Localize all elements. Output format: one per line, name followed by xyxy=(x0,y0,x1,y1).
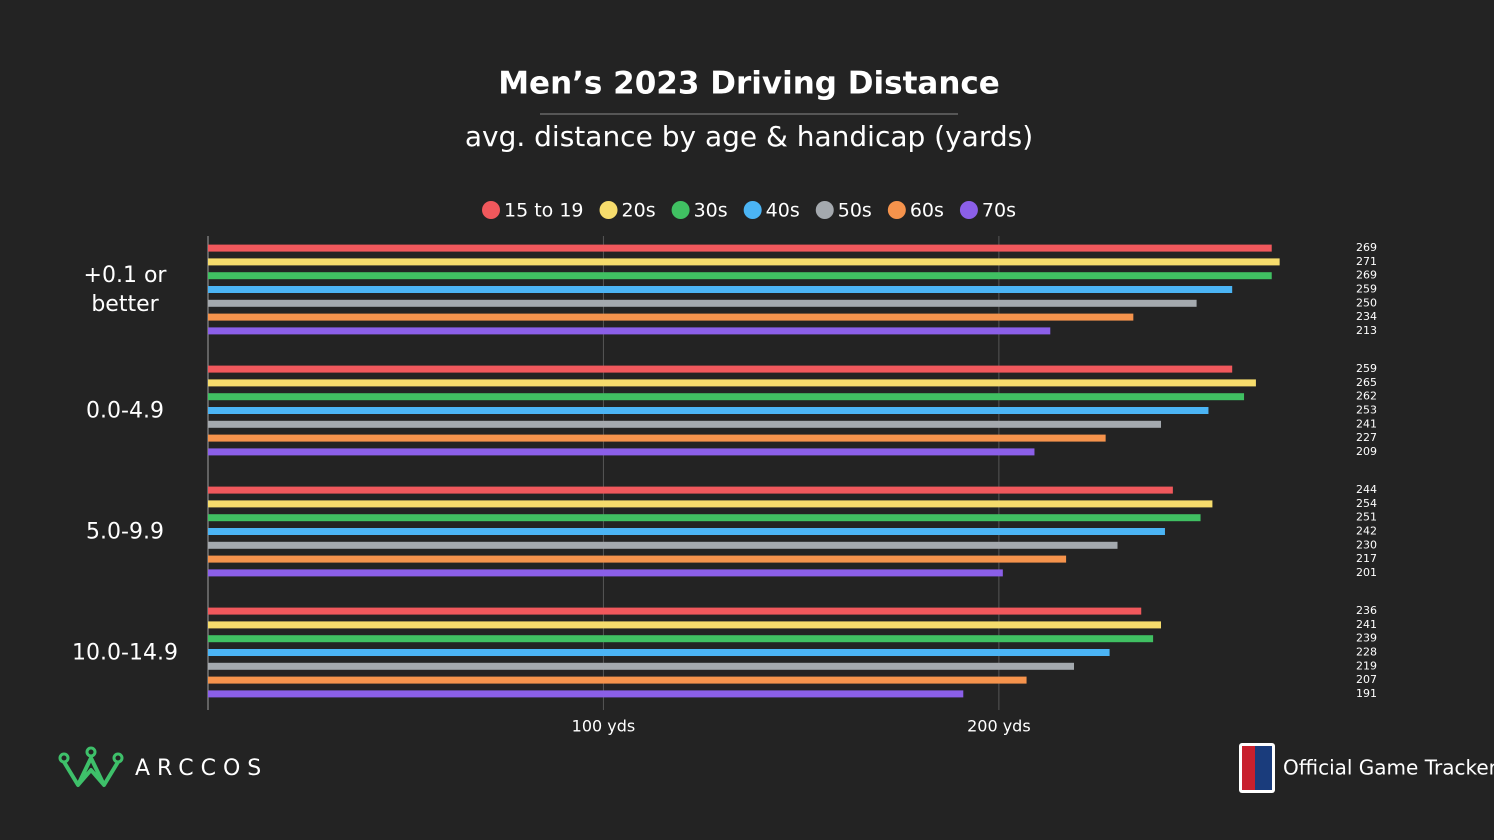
bar xyxy=(208,379,1256,387)
bar xyxy=(208,244,1272,252)
bar xyxy=(208,486,1173,494)
value-label: 241 xyxy=(1356,618,1377,631)
bar xyxy=(208,313,1134,321)
y-tick-label: 0.0-4.9 xyxy=(86,398,164,423)
value-label: 236 xyxy=(1356,604,1377,617)
bar xyxy=(208,607,1142,615)
value-label: 244 xyxy=(1356,483,1377,496)
value-label: 262 xyxy=(1356,390,1377,403)
value-label: 234 xyxy=(1356,310,1377,323)
value-label: 251 xyxy=(1356,511,1377,524)
value-label: 209 xyxy=(1356,445,1377,458)
chart-subtitle: avg. distance by age & handicap (yards) xyxy=(465,120,1033,153)
value-label: 269 xyxy=(1356,269,1377,282)
value-label: 271 xyxy=(1356,255,1377,268)
brand-left: ARCCOS xyxy=(135,756,268,781)
bar xyxy=(208,299,1197,307)
value-label: 230 xyxy=(1356,538,1377,551)
value-label: 213 xyxy=(1356,324,1377,337)
legend-label: 30s xyxy=(694,200,728,222)
bar xyxy=(208,448,1035,456)
bar xyxy=(208,407,1209,414)
bar xyxy=(208,528,1165,535)
bar xyxy=(208,365,1233,373)
value-label: 228 xyxy=(1356,646,1377,659)
bar xyxy=(208,434,1106,442)
value-label: 259 xyxy=(1356,362,1377,375)
legend-marker xyxy=(743,201,762,219)
value-label: 265 xyxy=(1356,376,1377,389)
legend-marker xyxy=(887,201,906,219)
value-label: 217 xyxy=(1356,552,1377,565)
value-label: 227 xyxy=(1356,431,1377,444)
arccos-logo xyxy=(58,746,124,787)
bar xyxy=(208,500,1213,508)
legend-label: 20s xyxy=(622,200,656,222)
bar xyxy=(208,393,1245,401)
bar xyxy=(208,258,1280,266)
bar xyxy=(208,555,1067,563)
value-label: 219 xyxy=(1356,659,1377,672)
value-label: 191 xyxy=(1356,687,1377,700)
bar xyxy=(208,635,1154,643)
legend-marker xyxy=(671,201,690,219)
bar xyxy=(208,541,1118,549)
brand-right: Official Game Tracker xyxy=(1283,756,1494,780)
value-label: 207 xyxy=(1356,673,1377,686)
y-tick-label: 10.0-14.9 xyxy=(72,640,178,665)
legend-label: 15 to 19 xyxy=(504,200,584,222)
bar xyxy=(208,662,1075,670)
x-tick-label: 200 yds xyxy=(967,717,1031,736)
value-label: 250 xyxy=(1356,296,1377,309)
legend-marker xyxy=(815,201,834,219)
bar xyxy=(208,286,1233,293)
legend-marker xyxy=(482,201,501,219)
bar xyxy=(208,621,1162,629)
bar xyxy=(208,649,1110,656)
legend-label: 60s xyxy=(910,200,944,222)
bar xyxy=(208,272,1272,280)
value-label: 253 xyxy=(1356,404,1377,417)
pga-logo xyxy=(1239,743,1275,793)
bar xyxy=(208,420,1162,428)
value-label: 254 xyxy=(1356,497,1377,510)
bar xyxy=(208,676,1027,684)
legend-label: 40s xyxy=(766,200,800,222)
value-label: 259 xyxy=(1356,283,1377,296)
bar xyxy=(208,327,1051,335)
legend-marker xyxy=(959,201,978,219)
x-tick-label: 100 yds xyxy=(572,717,636,736)
value-label: 241 xyxy=(1356,417,1377,430)
y-tick-label: +0.1 or better xyxy=(83,262,167,317)
legend-label: 50s xyxy=(838,200,872,222)
value-label: 242 xyxy=(1356,525,1377,538)
value-label: 239 xyxy=(1356,632,1377,645)
legend-marker xyxy=(599,201,618,219)
y-tick-label: 5.0-9.9 xyxy=(86,519,164,544)
chart-title: Men’s 2023 Driving Distance xyxy=(498,66,1000,102)
bar xyxy=(208,690,964,698)
bar xyxy=(208,569,1003,577)
bar xyxy=(208,514,1201,522)
value-label: 269 xyxy=(1356,241,1377,254)
legend-label: 70s xyxy=(982,200,1016,222)
value-label: 201 xyxy=(1356,566,1377,579)
